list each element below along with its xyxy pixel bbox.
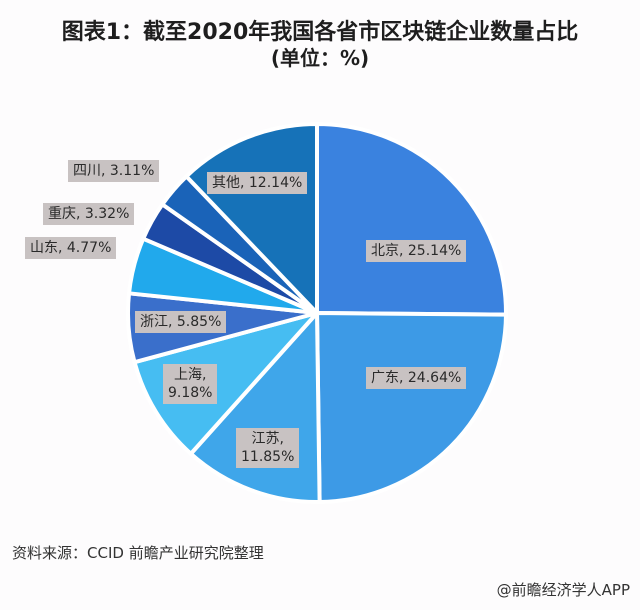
pie-slice-广东 — [315, 311, 508, 504]
label-jiangsu-name: 江苏, — [251, 431, 284, 447]
source-note: 资料来源：CCID 前瞻产业研究院整理 — [12, 544, 264, 562]
label-shanghai-value: 9.18% — [168, 385, 213, 401]
label-shanghai-name: 上海, — [174, 367, 207, 383]
label-guangdong: 广东, 24.64% — [366, 367, 467, 389]
label-other: 其他, 12.14% — [207, 172, 308, 194]
label-shandong: 山东, 4.77% — [25, 237, 117, 259]
pie-slice-北京 — [315, 122, 508, 317]
label-beijing: 北京, 25.14% — [366, 240, 467, 262]
label-shanghai: 上海, 9.18% — [163, 364, 218, 404]
label-zhejiang: 浙江, 5.85% — [135, 311, 227, 333]
pie-slice-上海 — [132, 311, 319, 456]
label-chongqing: 重庆, 3.32% — [43, 203, 135, 225]
pie-slice-其他 — [184, 122, 319, 315]
label-sichuan: 四川, 3.11% — [68, 160, 160, 182]
brand-watermark: @前瞻经济学人APP — [496, 581, 630, 599]
chart-title: 图表1：截至2020年我国各省市区块链企业数量占比 — [61, 20, 579, 45]
label-jiangsu-value: 11.85% — [241, 449, 295, 465]
label-jiangsu: 江苏, 11.85% — [236, 428, 300, 468]
chart-subtitle-unit: (单位：%) — [270, 46, 370, 70]
